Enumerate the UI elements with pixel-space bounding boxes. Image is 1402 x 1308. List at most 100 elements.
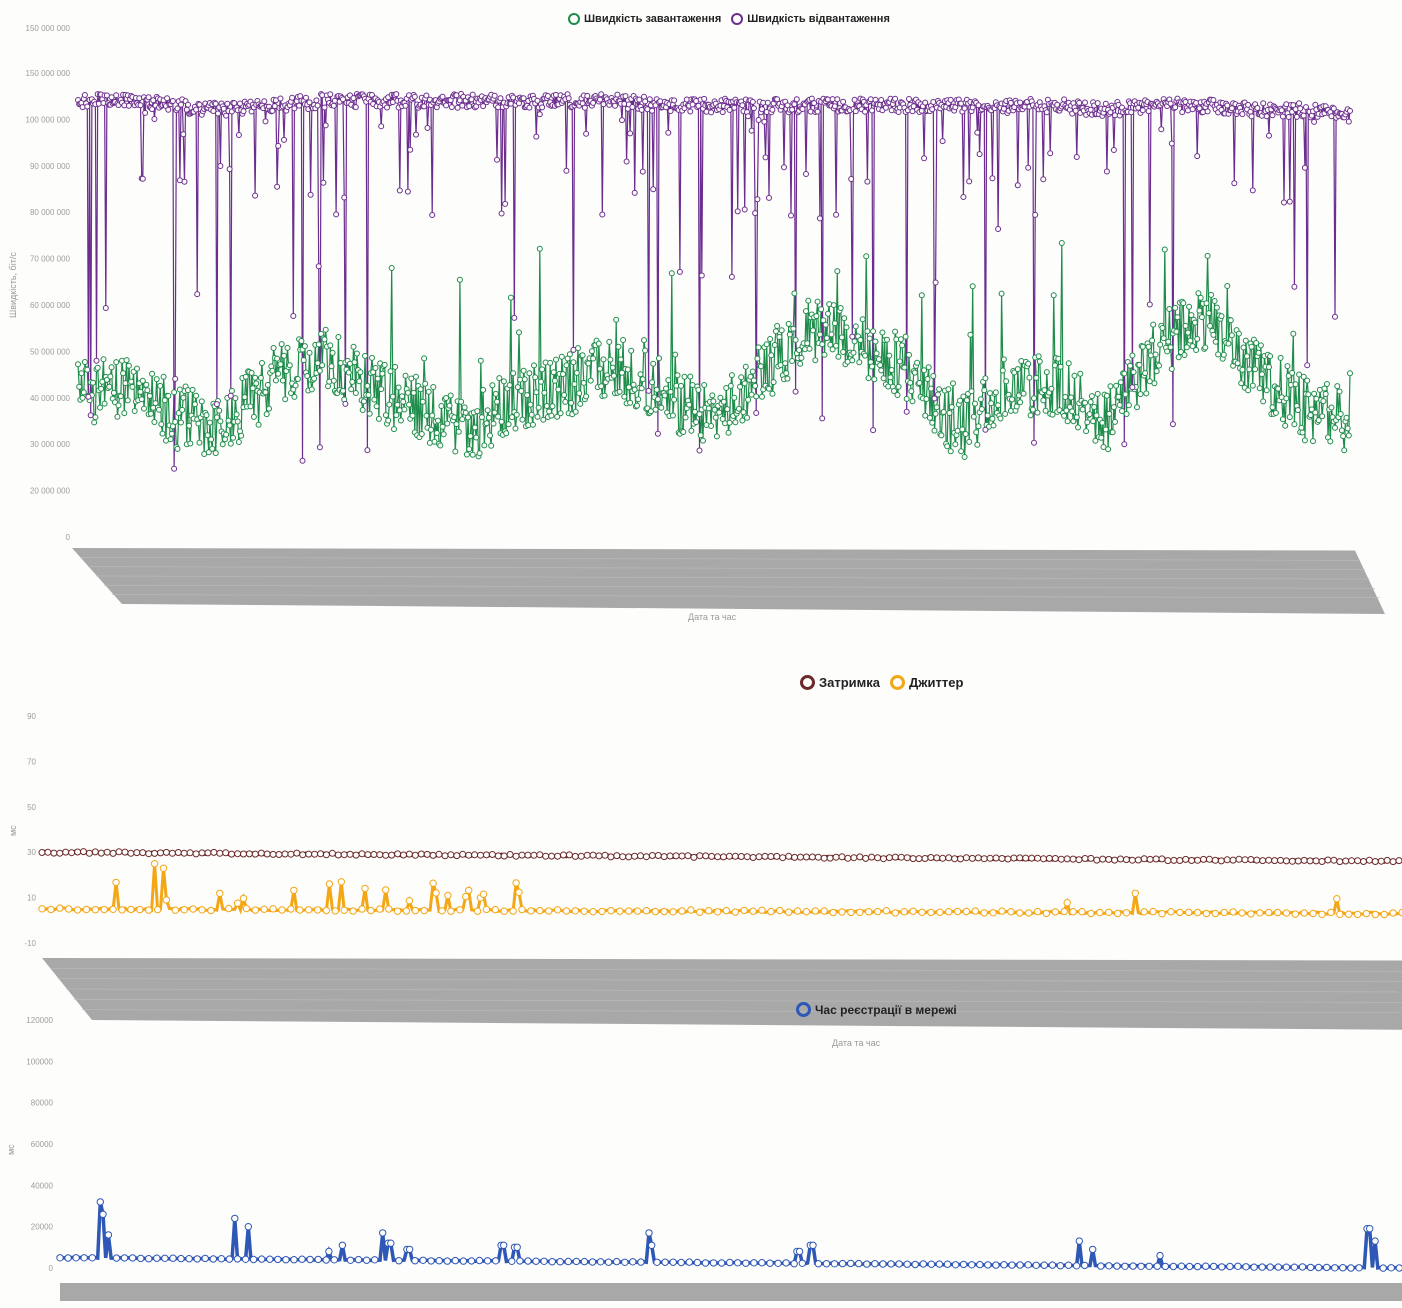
download-point xyxy=(834,268,841,275)
registration-point xyxy=(483,1257,492,1265)
download-point xyxy=(654,396,661,403)
latency-point xyxy=(1057,855,1065,863)
upload-point xyxy=(95,100,102,107)
registration-point xyxy=(338,1241,347,1250)
upload-point xyxy=(910,103,917,110)
download-point xyxy=(371,396,378,403)
download-point xyxy=(929,419,936,426)
download-point xyxy=(598,383,605,390)
download-point xyxy=(250,413,257,420)
download-point xyxy=(1248,343,1255,350)
download-point xyxy=(329,349,336,356)
download-point xyxy=(128,378,135,385)
download-point xyxy=(106,383,113,390)
speed-y-tick-label: 150 000 000 xyxy=(26,69,71,78)
upload-point xyxy=(316,444,323,451)
latency-point xyxy=(358,850,366,858)
jitter-point xyxy=(150,860,159,868)
jitter-point xyxy=(1291,910,1300,918)
latency-point xyxy=(791,853,799,861)
download-point xyxy=(1122,391,1129,398)
registration-point xyxy=(1282,1263,1291,1271)
latency-point xyxy=(1389,858,1397,866)
latency-point xyxy=(524,851,532,859)
download-point xyxy=(514,384,521,391)
download-point xyxy=(386,401,393,408)
upload-point xyxy=(1128,109,1135,116)
download-point xyxy=(947,448,954,455)
registration-point xyxy=(137,1254,145,1263)
download-point xyxy=(830,302,837,309)
latency-point xyxy=(423,850,431,858)
latency-point xyxy=(251,850,259,858)
download-point xyxy=(687,373,694,380)
download-point xyxy=(641,337,647,344)
download-point xyxy=(620,337,627,343)
upload-point xyxy=(792,388,799,395)
download-point xyxy=(90,379,96,386)
download-point xyxy=(967,331,974,338)
download-point xyxy=(1197,294,1204,301)
download-point xyxy=(1020,390,1027,397)
upload-point xyxy=(320,179,327,186)
download-point xyxy=(392,363,399,370)
download-point xyxy=(744,414,750,421)
jitter-point xyxy=(1140,908,1148,916)
download-point xyxy=(472,424,478,431)
download-point xyxy=(835,353,842,360)
latency-point xyxy=(305,850,313,858)
upload-point xyxy=(1286,198,1293,205)
download-point xyxy=(423,412,430,419)
latency-point xyxy=(174,849,182,856)
legend-registration[interactable]: Час реєстрації в мережі xyxy=(796,1002,957,1017)
download-point xyxy=(314,360,321,367)
legend-upload[interactable]: Швидкість відвантаження xyxy=(731,13,890,25)
download-point xyxy=(1294,407,1301,414)
latency-point xyxy=(737,853,745,860)
latency-point xyxy=(992,854,1000,862)
latency-point xyxy=(405,850,413,858)
download-point xyxy=(286,362,293,369)
legend-registration-label: Час реєстрації в мережі xyxy=(815,1002,957,1017)
download-point xyxy=(700,437,706,444)
jitter-point xyxy=(838,908,846,916)
upload-point xyxy=(833,211,840,218)
download-point xyxy=(613,316,620,323)
download-point xyxy=(767,336,774,342)
download-point xyxy=(478,414,485,421)
registration-point xyxy=(795,1247,804,1256)
download-point xyxy=(298,338,305,344)
registration-point xyxy=(96,1198,105,1206)
download-point xyxy=(1205,310,1212,317)
upload-point xyxy=(151,116,158,122)
upload-point xyxy=(226,166,233,173)
download-point xyxy=(606,338,613,345)
upload-point xyxy=(534,97,541,104)
download-point xyxy=(419,398,426,405)
download-point xyxy=(732,419,739,426)
upload-point xyxy=(1043,109,1050,116)
download-point xyxy=(812,357,819,364)
jitter-point xyxy=(1333,895,1341,903)
download-point xyxy=(822,321,829,328)
jitter-point xyxy=(1327,908,1335,917)
jitter-point xyxy=(705,907,713,915)
latency-x-tick-row xyxy=(49,968,1402,972)
download-point xyxy=(701,382,708,388)
download-point xyxy=(1134,404,1140,411)
legend-download[interactable]: Швидкість завантаження xyxy=(568,13,721,25)
legend-latency[interactable]: Затримка xyxy=(800,675,880,690)
jitter-point xyxy=(340,906,348,914)
download-point xyxy=(716,409,723,416)
jitter-point xyxy=(669,908,677,916)
registration-point xyxy=(379,1229,387,1237)
latency-point xyxy=(322,851,330,859)
download-point xyxy=(960,393,967,400)
registration-point xyxy=(580,1257,589,1266)
legend-jitter[interactable]: Джиттер xyxy=(890,675,963,690)
download-point xyxy=(1068,394,1075,401)
jitter-point xyxy=(1113,909,1122,918)
jitter-point xyxy=(989,909,997,917)
download-point xyxy=(750,377,757,384)
